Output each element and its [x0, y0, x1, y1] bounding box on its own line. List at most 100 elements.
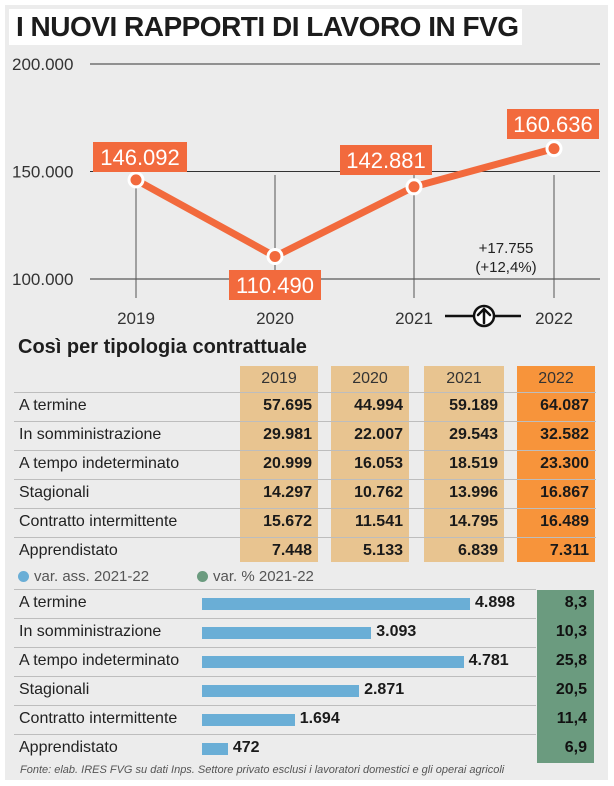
infographic-title: I NUOVI RAPPORTI DI LAVORO IN FVG — [16, 11, 519, 42]
pct-value: 8,3 — [564, 594, 587, 611]
row-divider — [14, 705, 536, 706]
bar-value: 1.694 — [299, 710, 340, 727]
legend-abs: var. ass. 2021-22 — [34, 568, 150, 585]
row-label: In somministrazione — [19, 426, 162, 443]
data-point — [266, 247, 284, 265]
data-label: 110.490 — [236, 273, 314, 298]
row-divider — [14, 647, 536, 648]
annotation-abs: +17.755 — [479, 240, 534, 257]
row-label: A tempo indeterminato — [19, 652, 180, 669]
bar — [202, 714, 295, 726]
table-cell: 10.762 — [354, 484, 403, 501]
bar — [202, 656, 464, 668]
table-cell: 64.087 — [540, 397, 589, 414]
y-tick-label: 200.000 — [12, 55, 73, 74]
y-tick-label: 150.000 — [12, 163, 73, 182]
pct-value: 11,4 — [556, 710, 587, 727]
table-cell: 6.839 — [457, 542, 498, 559]
table-cell: 13.996 — [449, 484, 498, 501]
row-divider — [14, 589, 536, 590]
table-cell: 29.543 — [449, 426, 498, 443]
table-title: Così per tipologia contrattuale — [18, 336, 307, 358]
bar-value: 472 — [232, 739, 260, 756]
data-point — [405, 178, 423, 196]
bar-value: 4.898 — [475, 594, 516, 611]
column-header: 2020 — [352, 370, 388, 387]
year-column-bg — [517, 366, 595, 562]
data-label: 142.881 — [346, 148, 426, 173]
bar-value: 3.093 — [376, 623, 417, 640]
table-cell: 59.189 — [449, 397, 498, 414]
table-cell: 11.541 — [354, 513, 403, 530]
table-cell: 18.519 — [449, 455, 498, 472]
line-chart: 100.000 150.000 200.000 2019 2020 2021 2022 146… — [12, 55, 600, 328]
table-cell: 16.867 — [540, 484, 589, 501]
year-column-bg — [240, 366, 318, 562]
source-footnote: Fonte: elab. IRES FVG su dati Inps. Sett… — [20, 764, 505, 776]
annotation-pct: (+12,4%) — [475, 259, 536, 276]
table-cell: 22.007 — [354, 426, 403, 443]
column-header: 2021 — [446, 370, 482, 387]
row-divider — [14, 479, 596, 480]
data-label: 160.636 — [513, 112, 593, 137]
column-header: 2019 — [261, 370, 297, 387]
row-divider — [14, 618, 536, 619]
x-tick-label: 2022 — [535, 309, 573, 328]
pct-value: 25,8 — [555, 652, 587, 669]
pct-value: 6,9 — [564, 739, 587, 756]
bar-value: 4.781 — [468, 652, 509, 669]
table-cell: 16.053 — [354, 455, 403, 472]
table-cell: 57.695 — [263, 397, 312, 414]
table-cell: 5.133 — [362, 542, 403, 559]
pct-value: 20,5 — [555, 681, 587, 698]
data-point — [127, 171, 145, 189]
title-box — [9, 9, 522, 45]
row-divider — [14, 537, 596, 538]
row-divider — [14, 508, 596, 509]
row-divider — [14, 392, 596, 393]
table-cell: 15.672 — [263, 513, 312, 530]
legend-abs-marker — [18, 571, 29, 582]
table-cell: 23.300 — [540, 455, 589, 472]
year-column-bg — [331, 366, 409, 562]
table-cell: 20.999 — [263, 455, 312, 472]
year-column-bg — [424, 366, 504, 562]
bar — [202, 598, 470, 610]
bar — [202, 627, 372, 639]
table-cell: 16.489 — [540, 513, 589, 530]
row-divider — [14, 450, 596, 451]
row-label: Apprendistato — [19, 542, 118, 559]
row-label: Stagionali — [19, 681, 90, 698]
data-label: 146.092 — [100, 145, 180, 170]
data-label-box — [507, 109, 599, 139]
bar-value: 2.871 — [364, 681, 405, 698]
row-label: A termine — [19, 594, 87, 611]
table-cell: 7.448 — [271, 542, 312, 559]
data-point — [545, 140, 563, 158]
x-tick-label: 2019 — [117, 309, 155, 328]
x-tick-label: 2021 — [395, 309, 433, 328]
row-label: Contratto intermittente — [19, 513, 178, 530]
table-cell: 14.297 — [263, 484, 312, 501]
pct-value: 10,3 — [555, 623, 587, 640]
row-divider — [14, 421, 596, 422]
x-tick-label: 2020 — [256, 309, 294, 328]
data-label-box — [229, 270, 321, 300]
row-divider — [14, 676, 536, 677]
table-cell: 7.311 — [549, 542, 589, 559]
row-divider — [14, 734, 536, 735]
legend-pct-marker — [197, 571, 208, 582]
row-label: In somministrazione — [19, 623, 162, 640]
bar — [202, 743, 228, 755]
y-tick-label: 100.000 — [12, 270, 73, 289]
row-label: Stagionali — [19, 484, 90, 501]
row-label: Contratto intermittente — [19, 710, 178, 727]
row-label: A tempo indeterminato — [19, 455, 180, 472]
row-label: Apprendistato — [19, 739, 118, 756]
pct-column-bg — [537, 590, 594, 763]
legend-pct: var. % 2021-22 — [213, 568, 314, 585]
bar — [202, 685, 360, 697]
column-header: 2022 — [538, 370, 574, 387]
row-label: A termine — [19, 397, 87, 414]
table-cell: 44.994 — [354, 397, 403, 414]
